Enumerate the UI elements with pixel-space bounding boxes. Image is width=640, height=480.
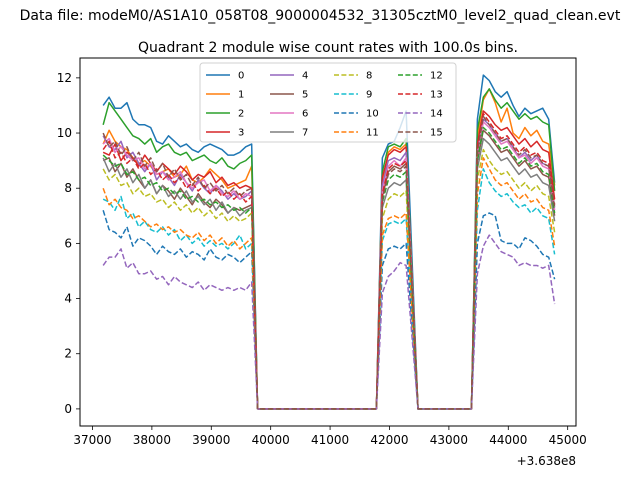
x-tick-label: 38000 [133, 433, 171, 447]
plot-lines [102, 74, 556, 410]
series-line-8 [102, 148, 556, 410]
x-tick-label: 37000 [73, 433, 111, 447]
legend-label-15: 15 [430, 128, 443, 139]
x-axis: 37000 38000 39000 40000 41000 42000 43000 44000… [73, 426, 587, 447]
legend-label-3: 3 [238, 128, 244, 139]
x-tick-label: 43000 [430, 433, 468, 447]
x-tick-label: 42000 [370, 433, 408, 447]
series-line-10 [102, 210, 556, 410]
legend-label-7: 7 [302, 128, 308, 139]
legend-label-14: 14 [430, 109, 443, 120]
legend-label-8: 8 [366, 71, 372, 82]
legend-label-10: 10 [366, 109, 379, 120]
legend-label-6: 6 [302, 109, 308, 120]
x-tick-label: 40000 [252, 433, 290, 447]
y-tick-label: 4 [64, 292, 72, 306]
y-tick-label: 12 [57, 71, 72, 85]
legend-label-13: 13 [430, 90, 443, 101]
x-tick-label: 45000 [549, 433, 587, 447]
legend-label-5: 5 [302, 90, 308, 101]
legend-box [199, 62, 457, 143]
legend-label-2: 2 [238, 109, 244, 120]
x-tick-label: 39000 [192, 433, 230, 447]
y-tick-label: 6 [64, 236, 72, 250]
series-line-12 [102, 126, 556, 410]
legend-label-4: 4 [302, 71, 308, 82]
y-tick-label: 8 [64, 181, 72, 195]
series-line-15 [102, 115, 556, 410]
series-line-14 [102, 234, 556, 410]
y-tick-label: 10 [57, 126, 72, 140]
figure-suptitle: Data file: modeM0/AS1A10_058T08_90000045… [20, 8, 621, 24]
x-offset-label: +3.638e8 [517, 454, 576, 468]
series-line-13 [102, 112, 556, 410]
chart-title: Quadrant 2 module wise count rates with … [138, 40, 518, 56]
x-tick-label: 41000 [311, 433, 349, 447]
y-tick-label: 2 [64, 347, 72, 361]
legend-label-0: 0 [238, 71, 244, 82]
y-tick-label: 0 [64, 402, 72, 416]
series-line-4 [102, 118, 556, 410]
axes-frame [79, 57, 577, 427]
y-axis: 0 2 4 6 8 10 12 [57, 71, 80, 416]
legend-label-1: 1 [238, 90, 244, 101]
legend-label-9: 9 [366, 90, 372, 101]
legend-label-11: 11 [366, 128, 379, 139]
legend-label-12: 12 [430, 71, 443, 82]
x-tick-label: 44000 [489, 433, 527, 447]
